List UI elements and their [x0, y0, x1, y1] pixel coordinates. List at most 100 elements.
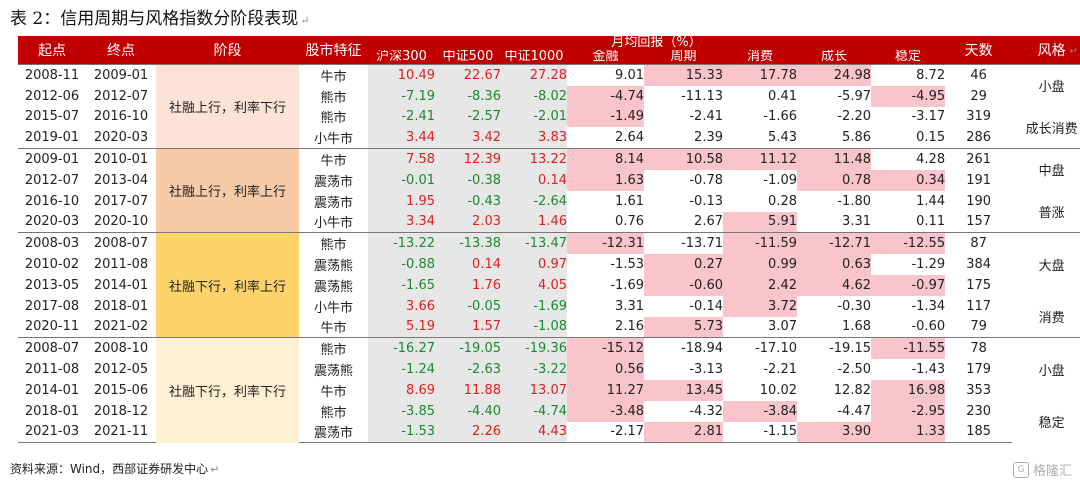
return-value: 5.86 — [842, 130, 871, 146]
return-value: 12.82 — [833, 382, 871, 398]
phase-label: 社融上行，利率下行 — [156, 63, 299, 149]
table-row: 2009-01 2010-01 社融上行，利率上行 牛市 7.58 12.39 13.22 8… — [18, 148, 1080, 233]
return-value: -18.94 — [644, 337, 723, 360]
return-value: -1.69 — [501, 295, 567, 317]
return-value: 13.07 — [501, 379, 567, 401]
return-value: 5.91 — [723, 211, 797, 233]
table-row: 2020-03 2020-10 小牛市 3.34 2.03 1.46 0.76 2.67 5.9… — [18, 211, 1080, 233]
market-feature: 熊市 — [320, 90, 347, 106]
return-value: 0.34 — [871, 169, 946, 191]
return-value: 1.63 — [567, 169, 644, 191]
return-value: -3.85 — [368, 400, 435, 422]
start-date: 2015-07 — [24, 109, 80, 125]
return-value: 15.33 — [644, 63, 723, 86]
market-feature: 震荡熊 — [313, 279, 353, 295]
return-value: 1.44 — [916, 193, 946, 209]
header-market: 股市特征 — [299, 36, 368, 65]
return-value: -3.13 — [689, 362, 723, 378]
end-date: 2021-11 — [86, 421, 156, 444]
return-value: 17.78 — [723, 63, 797, 86]
header-start: 起点 — [18, 36, 86, 65]
return-value: -8.02 — [501, 85, 567, 107]
return-value: 0.14 — [435, 254, 501, 275]
header-index-3: 金融 — [567, 50, 644, 65]
start-date: 2012-07 — [24, 172, 80, 188]
start-date: 2011-08 — [24, 362, 80, 378]
days-value: 78 — [945, 337, 1013, 360]
paragraph-mark-icon: ↵ — [300, 14, 310, 27]
days-value: 87 — [945, 232, 1013, 255]
phase-label: 社融上行，利率上行 — [156, 148, 299, 233]
return-value: 3.31 — [615, 298, 644, 314]
return-value: -8.36 — [435, 85, 501, 107]
return-value: -7.19 — [368, 85, 435, 107]
days-value: 79 — [970, 319, 987, 335]
return-value: 10.49 — [368, 63, 435, 86]
return-value: 7.58 — [368, 148, 435, 170]
end-date: 2020-10 — [93, 214, 149, 230]
return-value: -3.48 — [567, 400, 644, 422]
start-date: 2008-11 — [18, 63, 86, 86]
header-index-2: 中证1000 — [501, 50, 567, 65]
return-value: 24.98 — [797, 63, 871, 86]
return-value: -4.47 — [837, 403, 871, 419]
side-paragraph-mark-icon: ↵ — [1069, 46, 1078, 57]
start-date: 2021-03 — [18, 421, 86, 444]
market-feature: 震荡熊 — [313, 259, 353, 275]
return-value: -4.32 — [689, 403, 723, 419]
return-value: -4.74 — [501, 400, 567, 422]
end-date: 2017-07 — [93, 193, 149, 209]
end-date: 2015-06 — [93, 382, 149, 398]
start-date: 2014-01 — [24, 382, 80, 398]
end-date: 2010-01 — [86, 148, 156, 170]
return-value: 2.39 — [694, 130, 723, 146]
source-text: 资料来源：Wind，西部证券研发中心 — [10, 462, 209, 476]
return-value: 0.97 — [501, 254, 567, 275]
return-value: -2.63 — [435, 359, 501, 380]
return-value: -1.29 — [911, 257, 946, 273]
return-value: 0.27 — [644, 254, 723, 275]
style-label: 小盘 — [1012, 63, 1080, 107]
return-value: -4.74 — [567, 85, 644, 107]
market-feature: 熊市 — [299, 337, 368, 360]
market-feature: 熊市 — [320, 405, 347, 421]
return-value: 11.27 — [567, 379, 644, 401]
end-date: 2016-10 — [93, 109, 149, 125]
days-value: 286 — [966, 130, 992, 146]
start-date: 2008-07 — [18, 337, 86, 360]
days-value: 179 — [966, 362, 992, 378]
market-feature: 牛市 — [299, 63, 368, 86]
return-value: -0.60 — [644, 274, 723, 296]
return-value: 2.16 — [615, 319, 644, 335]
return-value: -15.12 — [567, 337, 644, 360]
return-value: 0.14 — [501, 169, 567, 191]
market-feature: 震荡市 — [313, 195, 353, 211]
source-note: 资料来源：Wind，西部证券研发中心 ↵ — [10, 460, 219, 477]
return-value: 3.31 — [842, 214, 871, 230]
return-value: 1.76 — [435, 274, 501, 296]
return-value: 8.72 — [871, 63, 946, 86]
header-index-6: 成长 — [797, 50, 871, 65]
start-date: 2008-03 — [18, 232, 86, 255]
return-value: -11.13 — [681, 88, 723, 104]
return-value: -0.97 — [871, 274, 946, 296]
end-date: 2011-08 — [93, 257, 149, 273]
return-value: -0.13 — [689, 193, 723, 209]
return-value: 2.81 — [644, 421, 723, 444]
return-value: 0.63 — [797, 254, 871, 275]
market-feature: 牛市 — [299, 148, 368, 170]
market-feature: 小牛市 — [313, 300, 353, 316]
end-date: 2020-03 — [93, 130, 149, 146]
return-value: 5.43 — [768, 130, 797, 146]
phase-label: 社融下行，利率上行 — [156, 232, 299, 338]
table-row: 2016-10 2017-07 震荡市 1.95 -0.43 -2.64 1.61 -0.13… — [18, 190, 1080, 221]
days-value: 384 — [966, 257, 992, 273]
return-value: -13.22 — [368, 232, 435, 255]
return-value: -2.50 — [837, 362, 871, 378]
style-label: 中盘 — [1012, 148, 1080, 191]
header-monthly-return: 月均回报（%） — [368, 36, 946, 50]
return-value: -11.55 — [871, 337, 946, 360]
header-days: 天数 — [945, 36, 1013, 65]
table-row: 2015-07 2016-10 熊市 -2.41 -2.57 -2.01 -1.49 -2.4… — [18, 106, 1080, 137]
source-paragraph-mark-icon: ↵ — [210, 463, 220, 476]
